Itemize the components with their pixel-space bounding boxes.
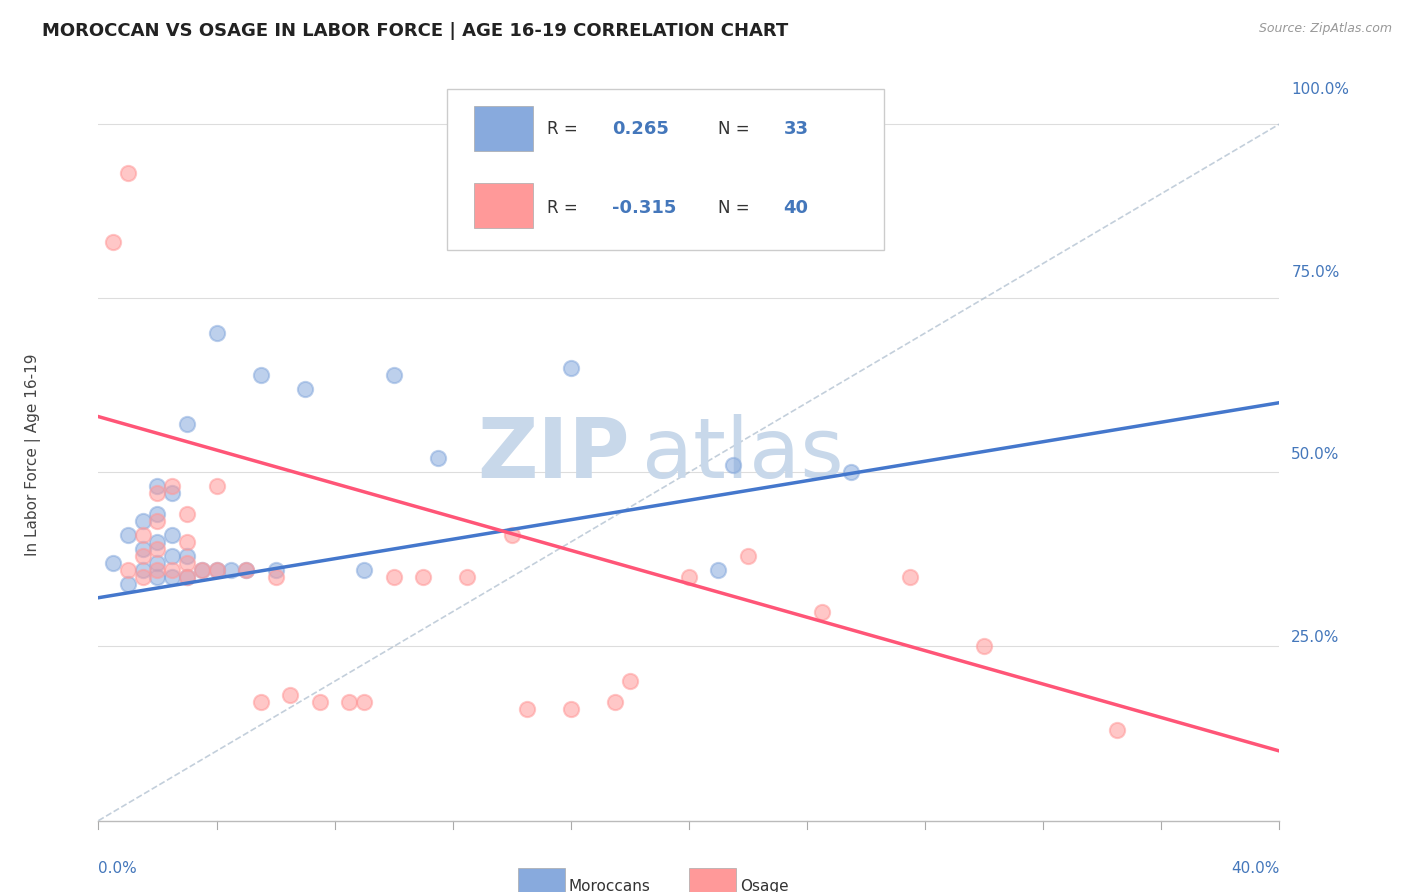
Point	[146, 479, 169, 493]
Point	[132, 514, 155, 528]
Point	[382, 570, 405, 584]
Point	[176, 549, 198, 563]
Text: 40.0%: 40.0%	[1232, 861, 1279, 876]
Point	[191, 563, 214, 577]
Text: R =: R =	[547, 120, 583, 138]
Point	[176, 570, 198, 584]
Point	[146, 563, 169, 577]
Point	[294, 382, 316, 396]
FancyBboxPatch shape	[474, 183, 533, 228]
Point	[900, 570, 922, 584]
Point	[737, 549, 759, 563]
Point	[117, 166, 139, 180]
Point	[146, 486, 169, 500]
Point	[117, 563, 139, 577]
Point	[162, 479, 183, 493]
FancyBboxPatch shape	[474, 106, 533, 152]
Text: atlas: atlas	[641, 415, 844, 495]
Text: 50.0%: 50.0%	[1291, 448, 1340, 462]
Point	[501, 528, 523, 542]
Point	[146, 541, 169, 556]
Point	[162, 486, 183, 500]
Point	[264, 563, 287, 577]
Point	[219, 563, 242, 577]
Point	[278, 688, 302, 702]
Text: 0.265: 0.265	[612, 120, 669, 138]
Text: -0.315: -0.315	[612, 199, 676, 217]
Point	[176, 535, 198, 549]
Point	[412, 570, 434, 584]
Text: 40: 40	[783, 199, 808, 217]
Point	[132, 528, 155, 542]
Point	[132, 549, 155, 563]
Point	[132, 570, 155, 584]
Point	[162, 549, 183, 563]
Point	[103, 556, 125, 570]
Point	[973, 640, 995, 654]
FancyBboxPatch shape	[517, 868, 565, 892]
Point	[146, 556, 169, 570]
Point	[132, 541, 155, 556]
Point	[146, 507, 169, 521]
Point	[235, 563, 257, 577]
Point	[146, 535, 169, 549]
Point	[810, 605, 832, 619]
Text: MOROCCAN VS OSAGE IN LABOR FORCE | AGE 16-19 CORRELATION CHART: MOROCCAN VS OSAGE IN LABOR FORCE | AGE 1…	[42, 22, 789, 40]
Point	[205, 479, 228, 493]
Point	[250, 368, 273, 382]
Point	[619, 674, 641, 689]
Point	[176, 570, 198, 584]
Text: 25.0%: 25.0%	[1291, 631, 1340, 645]
Point	[146, 514, 169, 528]
Point	[176, 507, 198, 521]
Point	[117, 576, 139, 591]
Point	[264, 570, 287, 584]
Text: Moroccans: Moroccans	[568, 879, 651, 892]
Point	[162, 563, 183, 577]
Point	[337, 695, 360, 709]
Point	[205, 326, 228, 340]
Text: 33: 33	[783, 120, 808, 138]
Point	[1105, 723, 1128, 737]
Point	[235, 563, 257, 577]
Point	[515, 702, 537, 716]
Point	[117, 528, 139, 542]
Point	[146, 570, 169, 584]
Point	[560, 360, 582, 375]
Point	[176, 556, 198, 570]
Point	[191, 563, 214, 577]
Text: Source: ZipAtlas.com: Source: ZipAtlas.com	[1258, 22, 1392, 36]
Text: 0.0%: 0.0%	[98, 861, 138, 876]
Point	[560, 702, 582, 716]
Point	[605, 695, 627, 709]
Point	[839, 466, 862, 480]
Point	[456, 570, 478, 584]
Point	[103, 235, 125, 250]
Text: 100.0%: 100.0%	[1291, 82, 1350, 96]
Point	[205, 563, 228, 577]
Point	[382, 368, 405, 382]
Text: ZIP: ZIP	[478, 415, 630, 495]
Text: Osage: Osage	[740, 879, 789, 892]
Text: N =: N =	[718, 199, 755, 217]
Point	[678, 570, 700, 584]
Text: 75.0%: 75.0%	[1291, 265, 1340, 279]
Point	[309, 695, 332, 709]
FancyBboxPatch shape	[447, 89, 884, 250]
Point	[427, 451, 450, 466]
Point	[707, 563, 730, 577]
Text: N =: N =	[718, 120, 755, 138]
Text: In Labor Force | Age 16-19: In Labor Force | Age 16-19	[25, 353, 41, 557]
Text: R =: R =	[547, 199, 583, 217]
Point	[250, 695, 273, 709]
Point	[721, 458, 744, 473]
FancyBboxPatch shape	[689, 868, 737, 892]
Point	[162, 528, 183, 542]
Point	[132, 563, 155, 577]
Point	[176, 417, 198, 431]
Point	[353, 563, 375, 577]
Point	[205, 563, 228, 577]
Point	[162, 570, 183, 584]
Point	[353, 695, 375, 709]
